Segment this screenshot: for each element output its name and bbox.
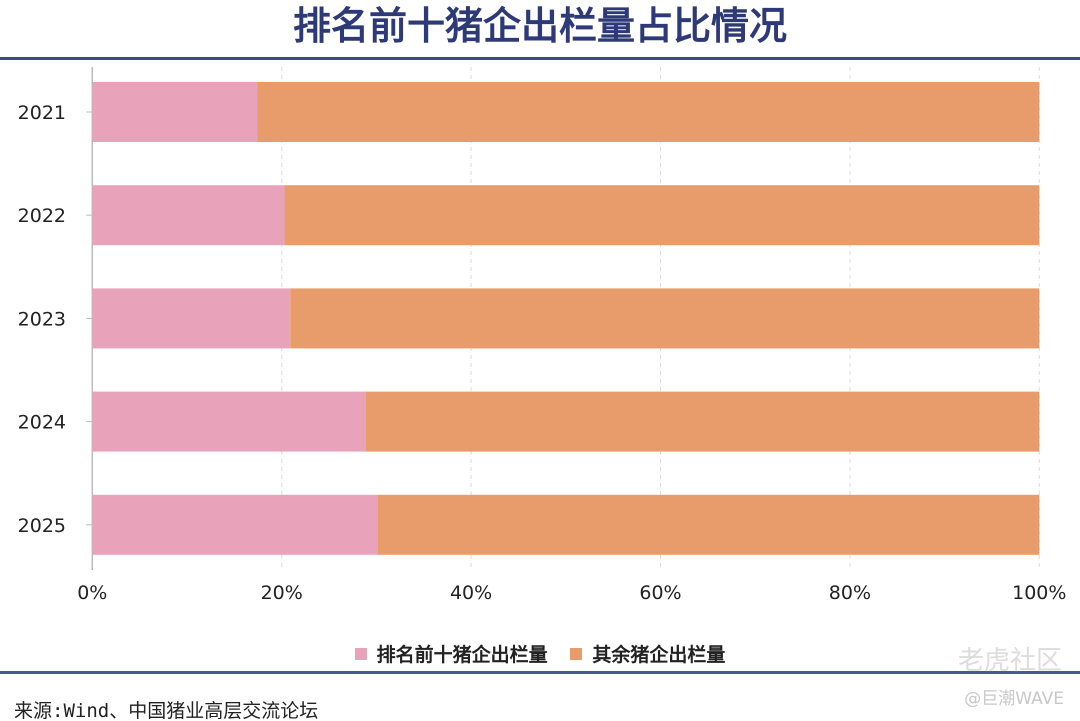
- legend-item-top10: 排名前十猪企出栏量: [354, 640, 548, 667]
- y-tick-label: 2024: [18, 412, 66, 434]
- credit: @巨潮WAVE: [964, 689, 1064, 709]
- legend-swatch: [570, 647, 583, 660]
- bar-segment-others: [257, 82, 1040, 142]
- x-tick-label: 40%: [450, 582, 492, 604]
- y-tick-label: 2022: [18, 205, 66, 227]
- legend-label: 排名前十猪企出栏量: [376, 644, 548, 666]
- legend-label: 其余猪企出栏量: [592, 644, 726, 666]
- legend: 排名前十猪企出栏量 其余猪企出栏量: [0, 640, 1080, 667]
- bar-segment-top10: [92, 288, 291, 349]
- legend-item-others: 其余猪企出栏量: [570, 640, 725, 667]
- bar-segment-top10: [92, 391, 366, 452]
- watermark: 老虎社区: [957, 646, 1062, 676]
- bar-segment-others: [377, 494, 1040, 555]
- y-tick-label: 2023: [18, 308, 66, 330]
- x-tick-label: 100%: [1012, 582, 1066, 604]
- x-tick-label: 80%: [829, 582, 871, 604]
- bar-segment-others: [290, 288, 1040, 349]
- y-tick-label: 2025: [18, 515, 66, 537]
- bar-segment-top10: [92, 494, 378, 555]
- bar-plot: 0% 20% 40% 60% 80% 100% 2021 2022 2023 2024 2025: [18, 67, 1066, 604]
- legend-swatch: [354, 647, 367, 660]
- source-note: 来源:Wind、中国猪业高层交流论坛: [14, 700, 319, 721]
- bar-segment-others: [365, 391, 1040, 452]
- x-tick-label: 0%: [77, 582, 107, 604]
- chart-title: 排名前十猪企出栏量占比情况: [292, 4, 787, 48]
- title-divider: [0, 57, 1080, 60]
- bar-segment-others: [284, 185, 1040, 246]
- x-tick-label: 60%: [639, 582, 681, 604]
- y-tick-label: 2021: [18, 102, 66, 124]
- bar-segment-top10: [92, 82, 258, 142]
- x-tick-label: 20%: [261, 582, 303, 604]
- footer-divider: [0, 671, 1080, 674]
- bar-segment-top10: [92, 185, 285, 246]
